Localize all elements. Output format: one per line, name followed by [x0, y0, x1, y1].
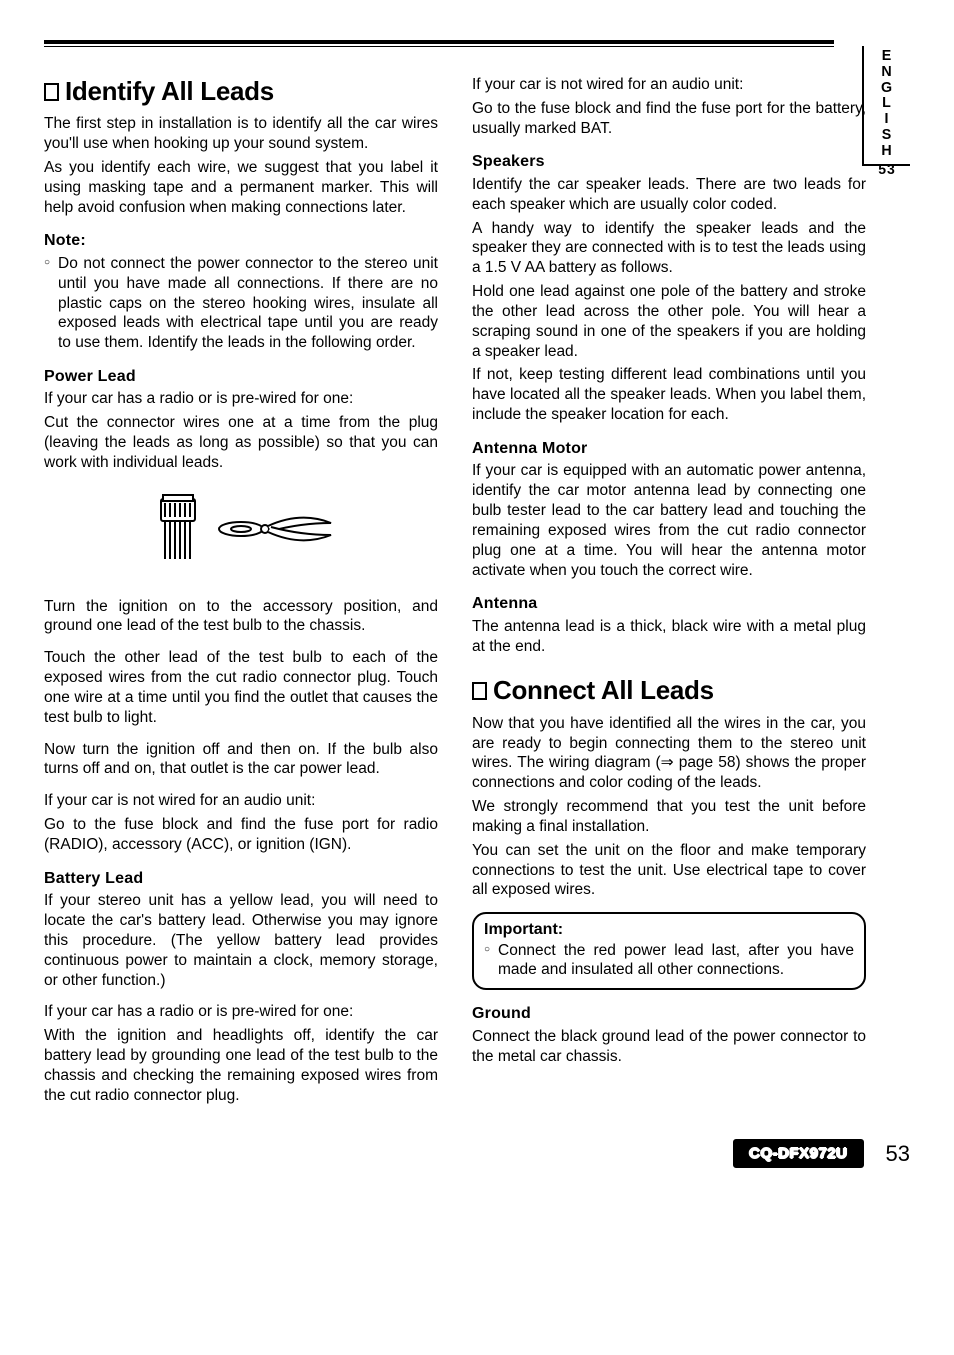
power-p7: Go to the fuse block and find the fuse p…: [44, 815, 438, 855]
batt-p3: With the ignition and headlights off, id…: [44, 1026, 438, 1105]
ground-head: Ground: [472, 1004, 866, 1024]
c-p3: You can set the unit on the floor and ma…: [472, 841, 866, 900]
antenna-head: Antenna: [472, 594, 866, 614]
power-p1: If your car has a radio or is pre-wired …: [44, 389, 438, 409]
language-tab: ENGLISH 53: [862, 46, 910, 166]
heading-identify: Identify All Leads: [44, 75, 438, 108]
content-columns: Identify All Leads The first step in ins…: [44, 75, 910, 1109]
spk-p4: If not, keep testing different lead comb…: [472, 365, 866, 424]
batt-p2: If your car has a radio or is pre-wired …: [44, 1002, 438, 1022]
c-p2: We strongly recommend that you test the …: [472, 797, 866, 837]
header-rule: [44, 40, 834, 47]
spk-p3: Hold one lead against one pole of the ba…: [472, 282, 866, 361]
heading-connect: Connect All Leads: [472, 674, 866, 707]
intro-p1: The first step in installation is to ide…: [44, 114, 438, 154]
power-p5: Now turn the ignition off and then on. I…: [44, 740, 438, 780]
important-label: Important:: [484, 920, 854, 940]
important-box: Important: Connect the red power lead la…: [472, 912, 866, 990]
r-p1: If your car is not wired for an audio un…: [472, 75, 866, 95]
gnd-p1: Connect the black ground lead of the pow…: [472, 1027, 866, 1067]
ant-p1: The antenna lead is a thick, black wire …: [472, 617, 866, 657]
page-number: 53: [886, 1141, 910, 1167]
power-p4: Touch the other lead of the test bulb to…: [44, 648, 438, 727]
note-item: Do not connect the power connector to th…: [58, 254, 438, 353]
power-p6: If your car is not wired for an audio un…: [44, 791, 438, 811]
power-p3: Turn the ignition on to the accessory po…: [44, 597, 438, 637]
connector-pliers-figure: [44, 491, 438, 577]
power-p2: Cut the connector wires one at a time fr…: [44, 413, 438, 472]
spk-p1: Identify the car speaker leads. There ar…: [472, 175, 866, 215]
speakers-head: Speakers: [472, 152, 866, 172]
spk-p2: A handy way to identify the speaker lead…: [472, 219, 866, 278]
footer: CQ-DFX972U 53: [44, 1139, 910, 1168]
antenna-motor-head: Antenna Motor: [472, 439, 866, 459]
r-p2: Go to the fuse block and find the fuse p…: [472, 99, 866, 139]
c-p1: Now that you have identified all the wir…: [472, 714, 866, 793]
model-badge: CQ-DFX972U: [733, 1139, 863, 1168]
important-item: Connect the red power lead last, after y…: [498, 941, 854, 981]
note-list: Do not connect the power connector to th…: [44, 254, 438, 353]
antm-p1: If your car is equipped with an automati…: [472, 461, 866, 580]
note-label: Note:: [44, 231, 438, 251]
intro-p2: As you identify each wire, we suggest th…: [44, 158, 438, 217]
power-lead-head: Power Lead: [44, 367, 438, 387]
batt-p1: If your stereo unit has a yellow lead, y…: [44, 891, 438, 990]
battery-lead-head: Battery Lead: [44, 869, 438, 889]
left-column: Identify All Leads The first step in ins…: [44, 75, 438, 1109]
right-column: If your car is not wired for an audio un…: [472, 75, 866, 1109]
